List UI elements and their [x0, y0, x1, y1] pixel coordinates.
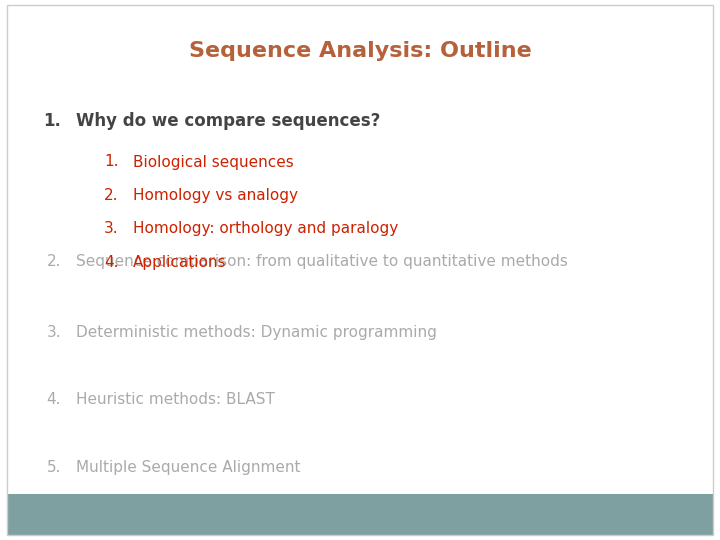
Text: Applications: Applications [133, 255, 227, 270]
Text: 3.: 3. [47, 325, 61, 340]
Text: 1.: 1. [104, 154, 119, 170]
Text: Homology: orthology and paralogy: Homology: orthology and paralogy [133, 221, 398, 237]
Text: Why do we compare sequences?: Why do we compare sequences? [76, 112, 380, 131]
Text: 4.: 4. [104, 255, 119, 270]
Text: Deterministic methods: Dynamic programming: Deterministic methods: Dynamic programmi… [76, 325, 436, 340]
FancyBboxPatch shape [7, 494, 713, 535]
Text: Biological sequences: Biological sequences [133, 154, 294, 170]
Text: Homology vs analogy: Homology vs analogy [133, 188, 298, 203]
Text: Multiple Sequence Alignment: Multiple Sequence Alignment [76, 460, 300, 475]
Text: 4.: 4. [47, 392, 61, 407]
Text: 2.: 2. [47, 254, 61, 269]
Text: Heuristic methods: BLAST: Heuristic methods: BLAST [76, 392, 274, 407]
Text: 3.: 3. [104, 221, 119, 237]
Text: Sequence comparison: from qualitative to quantitative methods: Sequence comparison: from qualitative to… [76, 254, 567, 269]
Text: 5.: 5. [47, 460, 61, 475]
Text: 2.: 2. [104, 188, 119, 203]
Text: 1.: 1. [43, 112, 61, 131]
Text: Sequence Analysis: Outline: Sequence Analysis: Outline [189, 41, 531, 62]
